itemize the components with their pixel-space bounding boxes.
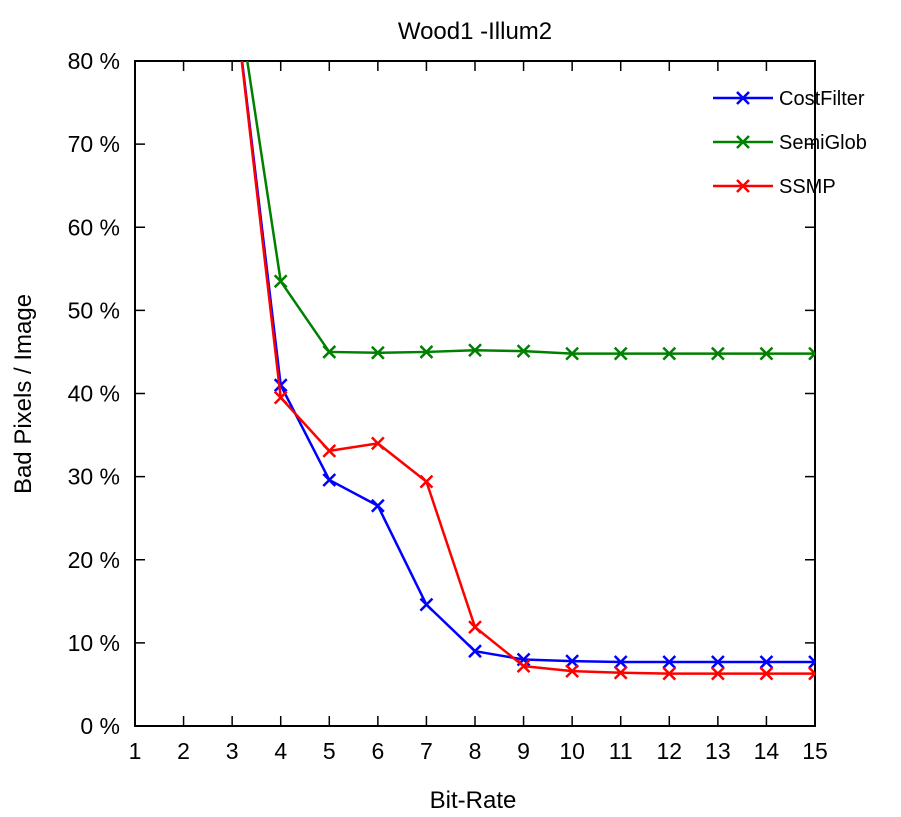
series-line-costfilter (240, 61, 815, 664)
legend-marker-semiglob (736, 135, 750, 149)
data-point-costfilter (370, 498, 385, 513)
x-tick-label: 7 (420, 738, 433, 764)
data-point-ssmp (419, 474, 434, 489)
data-point-ssmp (516, 659, 531, 674)
data-point-semiglob (565, 346, 580, 361)
data-point-costfilter (808, 655, 815, 669)
data-point-costfilter (662, 655, 677, 669)
data-point-semiglob (419, 345, 434, 359)
data-point-costfilter (273, 378, 288, 393)
data-point-costfilter (710, 655, 725, 669)
x-tick-label: 2 (177, 738, 190, 764)
x-tick-label: 3 (226, 738, 239, 764)
x-tick-label: 9 (517, 738, 530, 764)
legend-marker-ssmp (736, 179, 750, 193)
y-tick-label: 10 % (68, 630, 120, 656)
data-point-semiglob (808, 346, 815, 361)
y-tick-label: 50 % (68, 297, 120, 323)
x-tick-label: 12 (656, 738, 682, 764)
data-point-ssmp (322, 443, 337, 458)
legend-label-semiglob: SemiGlob (779, 132, 867, 154)
data-point-ssmp (759, 666, 774, 681)
data-point-ssmp (370, 436, 385, 451)
data-point-costfilter (613, 655, 628, 669)
series-layer (240, 61, 815, 681)
y-axis-label: Bad Pixels / Image (10, 294, 37, 494)
x-tick-label: 10 (559, 738, 585, 764)
x-axis-label: Bit-Rate (430, 787, 517, 814)
series-line-semiglob (246, 61, 815, 355)
data-point-costfilter (468, 644, 482, 659)
legend: CostFilter SemiGlob SSMP (713, 88, 867, 198)
x-tick-label: 14 (754, 738, 780, 764)
x-tick-label: 8 (469, 738, 482, 764)
data-point-semiglob (273, 274, 288, 289)
x-tick-label: 1 (129, 738, 142, 764)
chart-title: Wood1 -Illum2 (398, 18, 552, 45)
y-tick-label: 80 % (68, 48, 120, 74)
x-tick-label: 4 (274, 738, 287, 764)
data-point-semiglob (759, 346, 774, 361)
y-tick-label: 0 % (80, 713, 120, 739)
data-point-semiglob (370, 345, 385, 360)
y-tick-label: 40 % (68, 381, 120, 407)
y-tick-label: 20 % (68, 547, 120, 573)
x-tick-label: 15 (802, 738, 828, 764)
data-point-semiglob (322, 345, 337, 359)
data-point-ssmp (662, 666, 677, 681)
legend-label-costfilter: CostFilter (779, 88, 865, 110)
data-point-ssmp (710, 666, 725, 681)
y-tick-label: 60 % (68, 214, 120, 240)
data-point-semiglob (613, 346, 628, 361)
legend-marker-costfilter (736, 91, 750, 105)
data-point-semiglob (662, 346, 677, 361)
x-tick-label: 6 (371, 738, 384, 764)
data-point-costfilter (419, 597, 434, 612)
x-tick-label: 5 (323, 738, 336, 764)
legend-label-ssmp: SSMP (779, 176, 836, 198)
x-tick-label: 13 (705, 738, 731, 764)
axes: 1 2 3 4 5 6 7 8 9 10 11 12 13 14 150 %10 %20 %30 %40 %… (68, 48, 828, 764)
data-point-ssmp (273, 390, 288, 405)
data-point-costfilter (322, 473, 337, 487)
data-point-semiglob (710, 346, 725, 361)
y-tick-label: 70 % (68, 131, 120, 157)
data-point-costfilter (759, 655, 774, 669)
data-point-ssmp (613, 665, 628, 680)
data-point-costfilter (565, 654, 580, 669)
data-point-semiglob (468, 343, 482, 358)
y-tick-label: 30 % (68, 464, 120, 490)
data-point-semiglob (516, 344, 531, 358)
data-point-ssmp (468, 620, 482, 634)
data-point-ssmp (565, 664, 580, 679)
data-point-ssmp (808, 666, 815, 681)
x-tick-label: 11 (609, 738, 633, 764)
